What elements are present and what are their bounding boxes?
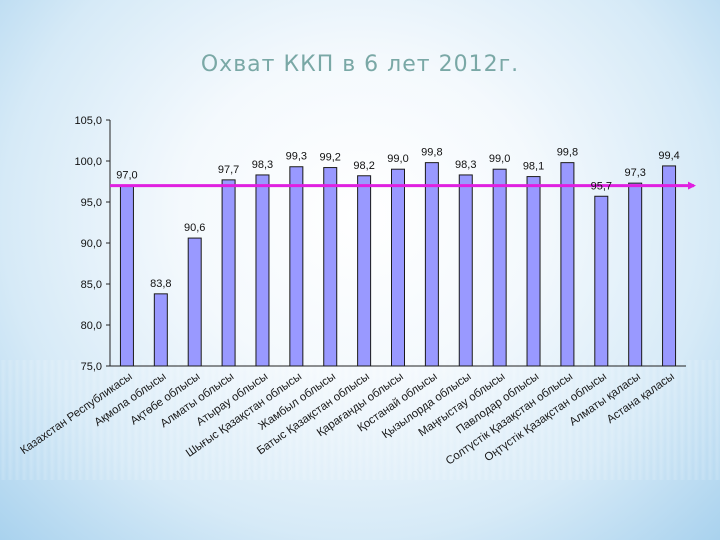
bar xyxy=(662,165,677,367)
value-label: 99,4 xyxy=(658,150,679,162)
y-axis: 75,0 80,0 85,0 90,0 95,0 100,0 105,0 xyxy=(74,115,686,373)
y-tick-label: 90,0 xyxy=(81,238,102,250)
bar xyxy=(119,185,134,367)
value-label: 99,0 xyxy=(387,153,408,165)
bar xyxy=(492,168,507,367)
value-label: 95,7 xyxy=(591,180,612,192)
value-label: 90,6 xyxy=(184,222,205,234)
bar xyxy=(458,174,473,367)
value-label: 97,3 xyxy=(624,167,645,179)
y-tick-label: 95,0 xyxy=(81,197,102,209)
value-label: 97,7 xyxy=(218,164,239,176)
bar xyxy=(153,293,168,367)
value-label: 99,8 xyxy=(557,147,578,159)
bar xyxy=(424,162,439,367)
bar xyxy=(391,168,405,367)
value-label: 83,8 xyxy=(150,278,171,290)
y-tick-label: 80,0 xyxy=(81,320,102,332)
background-sparkle-band xyxy=(0,360,720,480)
bar xyxy=(323,167,338,367)
bar xyxy=(289,166,304,367)
bar xyxy=(594,195,609,367)
bars-group xyxy=(119,162,677,367)
bar xyxy=(221,179,236,367)
bar xyxy=(187,237,202,367)
bar xyxy=(526,176,541,367)
value-labels-group: 97,0 83,8 90,6 97,7 98,3 99,3 99,2 98,2 99,0 99,8… xyxy=(116,147,680,290)
y-tick-label: 75,0 xyxy=(81,361,102,373)
y-tick-label: 85,0 xyxy=(81,279,102,291)
value-label: 98,2 xyxy=(353,160,374,172)
value-label: 98,1 xyxy=(523,161,544,173)
value-label: 98,3 xyxy=(252,159,273,171)
y-tick-label: 100,0 xyxy=(74,156,102,168)
page-title: Охват ККП в 6 лет 2012г. xyxy=(200,52,520,77)
value-label: 99,8 xyxy=(421,147,442,159)
value-label: 98,3 xyxy=(455,159,476,171)
bar xyxy=(560,162,575,367)
bar xyxy=(628,182,643,367)
value-label: 99,0 xyxy=(489,153,510,165)
value-label: 97,0 xyxy=(116,170,137,182)
y-tick-label: 105,0 xyxy=(74,115,102,127)
bar xyxy=(255,174,270,367)
bar xyxy=(357,175,372,367)
value-label: 99,2 xyxy=(320,152,341,164)
value-label: 99,3 xyxy=(286,151,307,163)
